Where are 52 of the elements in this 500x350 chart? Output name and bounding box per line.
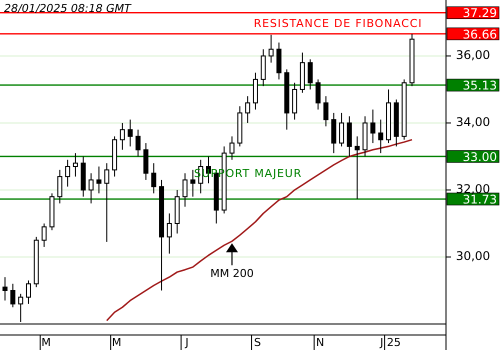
candlestick: [370, 109, 376, 144]
candlestick: [229, 136, 234, 160]
series-label: MM 200: [210, 267, 254, 280]
x-tick-label: S: [254, 336, 261, 349]
candlestick: [72, 152, 78, 178]
candlestick: [128, 119, 133, 147]
candlestick: [26, 280, 31, 304]
candlestick: [190, 169, 196, 198]
candlestick: [354, 136, 360, 200]
candlestick: [316, 78, 321, 110]
x-tick-label: N: [316, 336, 324, 349]
y-tick-label: 36,00: [456, 48, 490, 62]
ref-line-label: 33.00: [462, 150, 497, 164]
candlestick: [260, 48, 266, 87]
candlestick: [57, 169, 62, 204]
ref-line-label: 35.13: [462, 78, 497, 93]
candlestick: [308, 58, 313, 90]
ref-line-label: 37.29: [462, 6, 497, 20]
chart-title: 28/01/2025 08:18 GMT: [4, 2, 132, 15]
x-tick-label: J 25: [379, 336, 401, 349]
candlestick: [10, 283, 16, 308]
candlestick: [143, 142, 148, 180]
y-tick-label: 30,00: [456, 248, 490, 263]
candlestick: [268, 34, 274, 64]
x-tick-label: M: [112, 336, 122, 349]
line-series: [106, 138, 413, 322]
candlestick: [339, 112, 344, 147]
x-tick-label: M: [41, 336, 51, 349]
x-tick-label: J: [184, 336, 189, 349]
candlestick: [331, 112, 336, 154]
candlestick: [104, 162, 110, 242]
candlestick: [136, 129, 141, 157]
y-tick-label: 32,00: [456, 182, 490, 196]
candlestick: [88, 172, 94, 204]
candlestick: [378, 119, 384, 154]
candlestick: [42, 222, 47, 248]
candlestick: [96, 166, 102, 194]
candlestick: [182, 172, 188, 208]
candlestick: [151, 162, 156, 194]
candlestick: [346, 116, 352, 157]
candlestick: [65, 159, 70, 188]
candlestick: [2, 276, 8, 302]
candlestick: [120, 122, 125, 150]
y-tick-label: 34,00: [456, 114, 490, 129]
ref-line-label: 36.66: [462, 27, 497, 42]
candlestick: [323, 96, 328, 127]
candlestick: [252, 72, 258, 110]
annotation: RESISTANCE DE FIBONACCI: [254, 17, 422, 30]
candlestick: [276, 42, 282, 80]
candlestick: [166, 212, 172, 254]
candlestick: [245, 96, 250, 124]
candlestick: [292, 82, 298, 120]
